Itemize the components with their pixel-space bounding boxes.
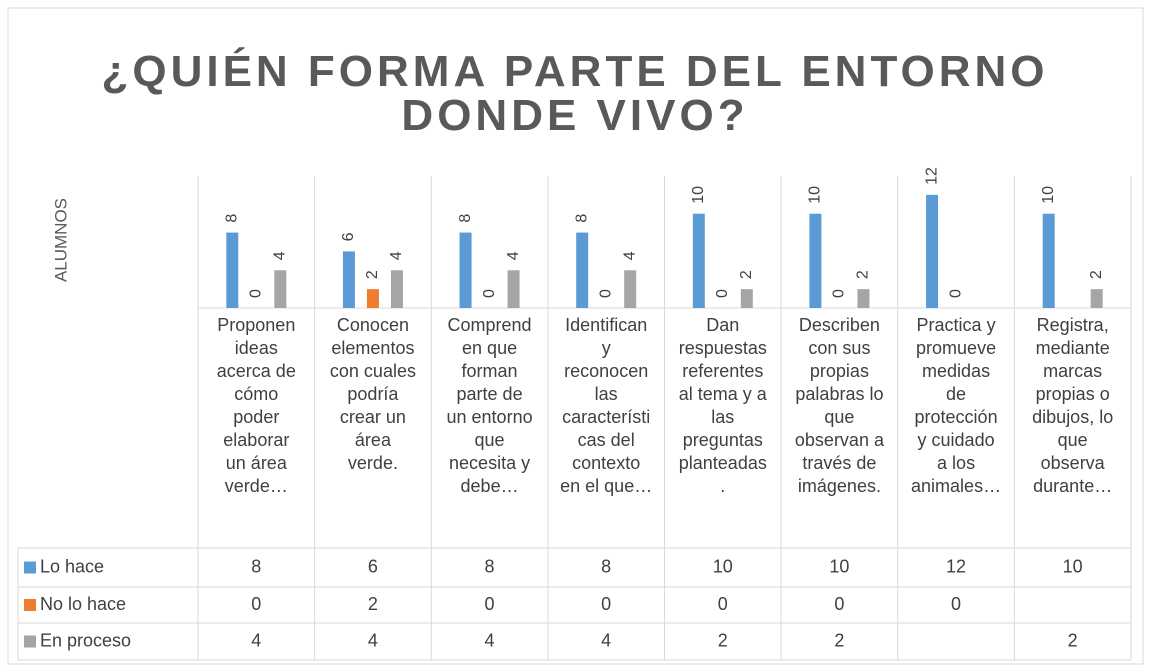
legend-key <box>24 635 36 648</box>
data-label: 4 <box>272 251 289 260</box>
table-value: 8 <box>485 556 495 576</box>
bar <box>576 232 589 308</box>
bar <box>1090 289 1103 308</box>
table-value: 0 <box>834 594 844 614</box>
data-label: 4 <box>621 251 638 260</box>
bar <box>366 289 379 308</box>
data-label: 2 <box>364 270 381 279</box>
bar <box>274 270 287 308</box>
data-label: 2 <box>855 270 872 279</box>
table-value: 2 <box>718 630 728 650</box>
data-label: 0 <box>248 289 265 298</box>
data-label: 8 <box>224 214 241 223</box>
data-label: 8 <box>573 214 590 223</box>
table-value: 12 <box>946 556 966 576</box>
bar <box>342 251 355 308</box>
category-label: Proponen ideas acerca de cómo poder elab… <box>216 315 296 496</box>
data-label: 4 <box>388 251 405 260</box>
category-label: Registra, mediante marcas propias o dibu… <box>1032 315 1114 496</box>
chart-title: ¿QUIÉN FORMA PARTE DEL ENTORNO DONDE VIVO… <box>101 46 1048 140</box>
bar <box>507 270 520 308</box>
legend-label: Lo hace <box>40 556 104 576</box>
category-label: Dan respuestas referentes al tema y a la… <box>678 315 767 496</box>
bar <box>390 270 403 308</box>
table-value: 6 <box>368 556 378 576</box>
table-value: 10 <box>1063 556 1083 576</box>
data-label: 0 <box>714 289 731 298</box>
legend-key <box>24 561 36 574</box>
bar <box>809 213 822 308</box>
data-label: 10 <box>1040 186 1057 204</box>
data-label: 0 <box>947 289 964 298</box>
table-value: 2 <box>1068 630 1078 650</box>
bar <box>692 213 705 308</box>
data-label: 2 <box>738 270 755 279</box>
table-value: 0 <box>951 594 961 614</box>
table-value: 8 <box>251 556 261 576</box>
data-label: 6 <box>340 232 357 241</box>
table-value: 10 <box>713 556 733 576</box>
category-label: Describen con sus propias palabras lo qu… <box>794 315 884 496</box>
data-label: 0 <box>481 289 498 298</box>
data-label: 2 <box>1088 270 1105 279</box>
table-value: 2 <box>368 594 378 614</box>
legend-label: En proceso <box>40 630 131 650</box>
data-label: 10 <box>807 186 824 204</box>
data-label: 8 <box>457 214 474 223</box>
bar <box>926 194 939 308</box>
y-axis-label: ALUMNOS <box>51 198 70 282</box>
table-value: 0 <box>718 594 728 614</box>
table-value: 4 <box>368 630 378 650</box>
category-label: Comprend en que forman parte de un entor… <box>446 315 533 496</box>
bar <box>226 232 239 308</box>
table-value: 10 <box>829 556 849 576</box>
legend-label: No lo hace <box>40 594 126 614</box>
table-value: 0 <box>485 594 495 614</box>
data-label: 0 <box>831 289 848 298</box>
category-label: Conocen elementos con cuales podría crea… <box>329 315 416 473</box>
category-label: Practica y promueve medidas de protecció… <box>911 315 1002 496</box>
bar <box>1042 213 1055 308</box>
category-label: Identifican y reconocen las característi… <box>560 315 653 496</box>
bar <box>459 232 472 308</box>
bar <box>857 289 870 308</box>
table-value: 4 <box>601 630 611 650</box>
table-value: 2 <box>834 630 844 650</box>
data-label: 4 <box>505 251 522 260</box>
data-label: 12 <box>923 167 940 185</box>
table-value: 4 <box>485 630 495 650</box>
table-value: 0 <box>251 594 261 614</box>
chart-border <box>7 7 1144 665</box>
legend-key <box>24 599 36 611</box>
data-label: 10 <box>690 186 707 204</box>
bar <box>740 289 753 308</box>
bar <box>624 270 637 308</box>
table-value: 4 <box>251 630 261 650</box>
table-value: 0 <box>601 594 611 614</box>
data-label: 0 <box>597 289 614 298</box>
table-value: 8 <box>601 556 611 576</box>
